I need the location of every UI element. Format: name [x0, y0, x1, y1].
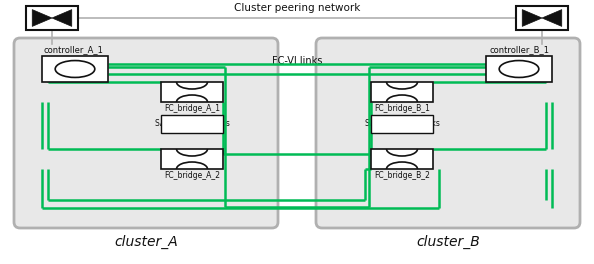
Text: FC_bridge_B_1: FC_bridge_B_1: [374, 104, 430, 113]
FancyBboxPatch shape: [371, 82, 433, 102]
FancyBboxPatch shape: [516, 6, 568, 30]
Text: controller_A_1: controller_A_1: [44, 45, 104, 54]
FancyBboxPatch shape: [161, 115, 223, 133]
FancyBboxPatch shape: [316, 38, 580, 228]
Text: cluster_B: cluster_B: [416, 235, 480, 249]
FancyBboxPatch shape: [42, 56, 108, 82]
FancyBboxPatch shape: [486, 56, 552, 82]
Text: FC_bridge_B_2: FC_bridge_B_2: [374, 171, 430, 180]
Text: FC_bridge_A_1: FC_bridge_A_1: [164, 104, 220, 113]
Ellipse shape: [499, 60, 539, 77]
FancyBboxPatch shape: [161, 149, 223, 169]
Polygon shape: [542, 10, 562, 26]
FancyBboxPatch shape: [371, 149, 433, 169]
FancyBboxPatch shape: [26, 6, 78, 30]
Polygon shape: [32, 10, 52, 26]
Text: FC_bridge_A_2: FC_bridge_A_2: [164, 171, 220, 180]
FancyBboxPatch shape: [161, 82, 223, 102]
Text: cluster_A: cluster_A: [114, 235, 178, 249]
Text: SAS stack or stacks: SAS stack or stacks: [154, 120, 229, 129]
Ellipse shape: [55, 60, 95, 77]
Text: SAS stack or stacks: SAS stack or stacks: [365, 120, 440, 129]
FancyBboxPatch shape: [371, 115, 433, 133]
Text: FC-VI links: FC-VI links: [272, 56, 322, 66]
Text: Cluster peering network: Cluster peering network: [234, 3, 360, 13]
Polygon shape: [522, 10, 542, 26]
Polygon shape: [52, 10, 72, 26]
Text: controller_B_1: controller_B_1: [490, 45, 550, 54]
FancyBboxPatch shape: [14, 38, 278, 228]
